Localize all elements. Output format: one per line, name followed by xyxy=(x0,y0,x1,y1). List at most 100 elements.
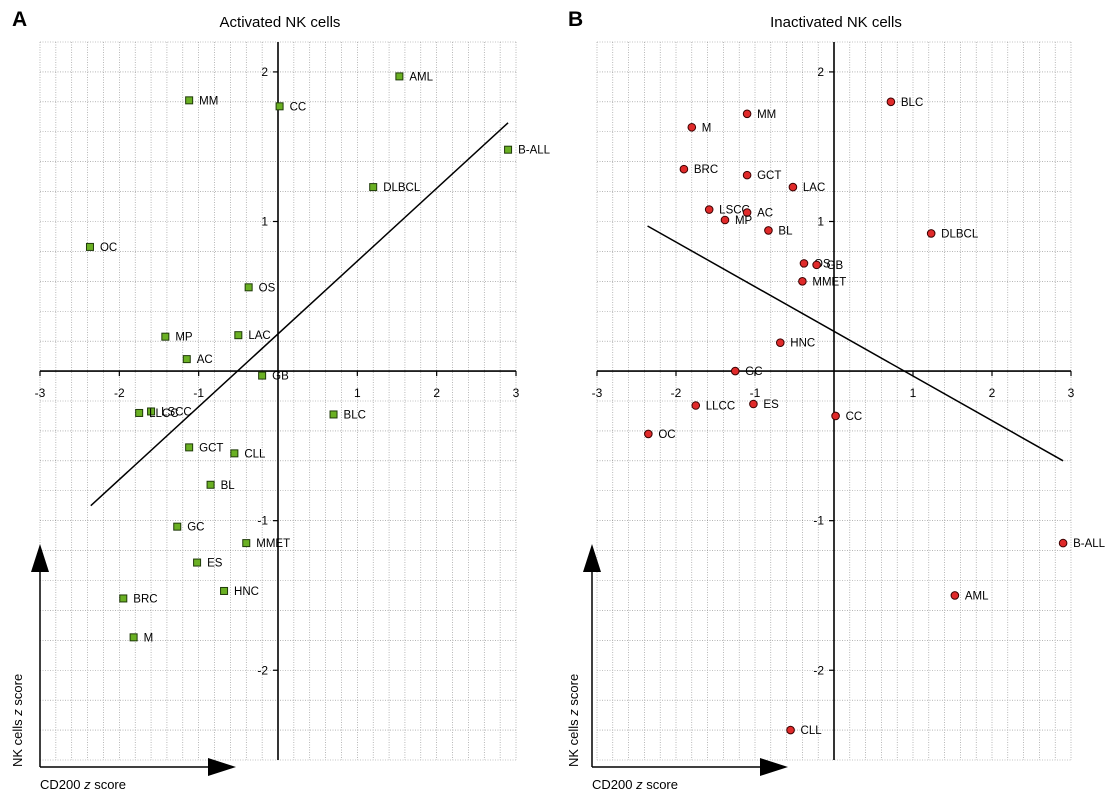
panel-letter: A xyxy=(12,8,27,31)
data-point-hnc xyxy=(220,586,229,595)
data-point-gct xyxy=(742,170,752,180)
y-arrow-head-icon xyxy=(583,544,601,572)
point-label-gct: GCT xyxy=(199,442,223,454)
data-point-dlbcl xyxy=(926,229,936,238)
data-point-b-all xyxy=(504,145,513,154)
point-label-mp: MP xyxy=(175,332,193,344)
data-point-llcc xyxy=(691,401,701,410)
data-point-mp xyxy=(720,215,730,225)
data-point-aml xyxy=(395,72,404,81)
y-tick-label: 1 xyxy=(817,215,824,229)
data-point-aml xyxy=(950,591,960,600)
point-label-hnc: HNC xyxy=(790,338,815,350)
point-label-cc: CC xyxy=(290,101,307,113)
x-tick-label: -3 xyxy=(35,386,46,400)
regression-line xyxy=(647,225,1064,462)
y-arrow-head-icon xyxy=(31,544,49,572)
data-point-blc xyxy=(886,97,896,107)
data-point-lscc xyxy=(704,205,714,214)
point-label-mp: MP xyxy=(735,215,753,227)
point-label-ac: AC xyxy=(197,354,213,366)
panel-a: -3 -2 -1 1 2 3 2 1 -1 -2 AML MM CC B-ALL DLBCL OC OS MP LA… xyxy=(10,8,551,792)
data-point-mmet xyxy=(798,277,807,286)
data-point-lscc xyxy=(147,407,156,416)
data-point-oc xyxy=(644,429,653,439)
data-point-llcc xyxy=(135,408,144,417)
point-label-bl: BL xyxy=(778,225,793,237)
data-point-mp xyxy=(161,332,170,341)
data-point-lac xyxy=(788,182,798,192)
point-label-dlbcl: DLBCL xyxy=(383,182,421,194)
point-label-blc: BLC xyxy=(344,409,366,421)
point-label-m: M xyxy=(702,122,712,134)
point-label-mmet: MMET xyxy=(256,538,290,550)
y-tick-label: -1 xyxy=(813,514,824,528)
data-point-cc xyxy=(275,102,284,111)
data-point-bl xyxy=(764,226,773,235)
point-label-lac: LAC xyxy=(248,330,270,342)
data-point-gct xyxy=(185,443,194,452)
x-tick-label: 2 xyxy=(989,386,996,400)
point-label-gct: GCT xyxy=(757,170,781,182)
x-tick-label: 1 xyxy=(910,386,917,400)
point-label-bl: BL xyxy=(221,480,236,492)
point-label-hnc: HNC xyxy=(234,586,259,598)
data-point-es xyxy=(749,399,758,409)
data-point-es xyxy=(193,558,202,567)
data-point-m xyxy=(687,122,697,132)
point-label-es: ES xyxy=(763,399,779,411)
x-axis-label: CD200 z score xyxy=(592,777,678,792)
data-point-gc xyxy=(730,366,740,376)
point-label-lscc: LSCC xyxy=(719,205,750,217)
point-label-mmet: MMET xyxy=(812,276,846,288)
data-point-hnc xyxy=(775,338,785,347)
point-label-oc: OC xyxy=(658,429,675,441)
point-label-blc: BLC xyxy=(901,97,923,109)
data-point-brc xyxy=(119,594,128,603)
data-point-cll xyxy=(786,725,795,735)
y-tick-label: 1 xyxy=(261,215,268,229)
data-point-cc xyxy=(831,411,840,421)
point-label-b-all: B-ALL xyxy=(518,145,551,157)
data-point-brc xyxy=(679,164,689,174)
point-label-ac: AC xyxy=(757,208,773,220)
point-label-dlbcl: DLBCL xyxy=(941,228,979,240)
data-point-lac xyxy=(234,331,243,340)
y-axis-label: NK cells z score xyxy=(566,674,581,767)
point-label-mm: MM xyxy=(199,95,218,107)
point-label-brc: BRC xyxy=(133,593,157,605)
point-label-gb: GB xyxy=(272,371,289,383)
point-label-lscc: LSCC xyxy=(161,406,192,418)
y-tick-label: -2 xyxy=(257,663,268,677)
x-tick-label: -1 xyxy=(750,386,761,400)
x-axis-label: CD200 z score xyxy=(40,777,126,792)
data-point-cll xyxy=(230,449,239,458)
point-label-aml: AML xyxy=(965,590,989,602)
point-label-aml: AML xyxy=(409,71,433,83)
point-label-b-all: B-ALL xyxy=(1073,538,1106,550)
point-label-gb: GB xyxy=(827,260,844,272)
x-tick-label: 1 xyxy=(354,386,361,400)
data-point-b-all xyxy=(1058,538,1068,548)
data-point-mm xyxy=(185,96,194,105)
data-point-dlbcl xyxy=(369,183,378,192)
point-label-cll: CLL xyxy=(801,725,823,737)
point-label-os: OS xyxy=(259,282,276,294)
y-tick-label: -2 xyxy=(813,663,824,677)
data-point-gc xyxy=(173,522,182,531)
data-point-os xyxy=(799,259,809,268)
point-label-llcc: LLCC xyxy=(706,400,735,412)
x-tick-label: 3 xyxy=(1068,386,1075,400)
x-tick-label: -3 xyxy=(592,386,603,400)
x-tick-label: -2 xyxy=(671,386,682,400)
x-tick-label: 2 xyxy=(433,386,440,400)
point-label-mm: MM xyxy=(757,109,776,121)
data-point-ac xyxy=(182,355,191,364)
x-arrow-head-icon xyxy=(208,758,236,776)
x-tick-label: 3 xyxy=(513,386,520,400)
point-label-m: M xyxy=(144,632,154,644)
data-point-ac xyxy=(742,208,752,217)
y-tick-label: -1 xyxy=(257,514,268,528)
